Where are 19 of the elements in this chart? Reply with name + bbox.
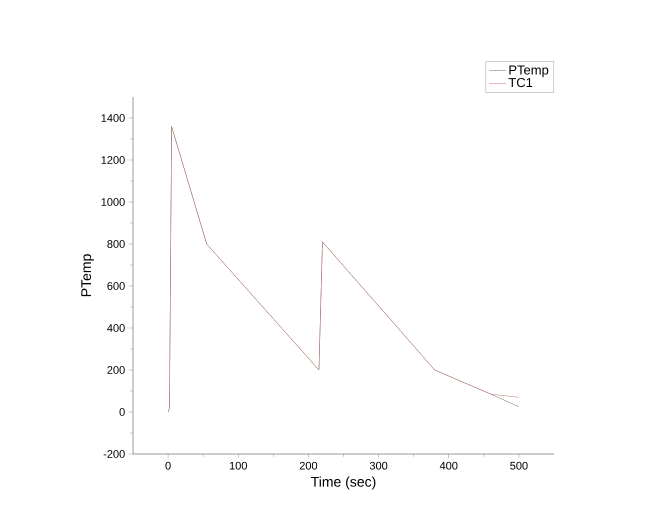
legend-label: TC1 bbox=[508, 78, 532, 88]
y-tick-label: 600 bbox=[107, 282, 125, 290]
x-tick-label: 100 bbox=[230, 462, 247, 470]
legend-label: PTemp bbox=[509, 66, 548, 78]
x-tick-label: 0 bbox=[165, 462, 171, 470]
x-tick-label: 500 bbox=[510, 462, 528, 470]
x-axis-title: Time (sec) bbox=[311, 476, 376, 490]
y-tick-label: 400 bbox=[107, 324, 125, 332]
y-axis-title: PTemp bbox=[81, 254, 94, 296]
y-tick-label: 1200 bbox=[102, 156, 125, 164]
y-tick-label: 800 bbox=[107, 240, 125, 248]
y-tick-label: 0 bbox=[120, 408, 125, 416]
y-tick-label: 1000 bbox=[102, 198, 125, 206]
x-tick-label: 200 bbox=[300, 462, 318, 470]
x-tick-label: 400 bbox=[440, 462, 458, 470]
y-tick-label: 200 bbox=[107, 366, 125, 374]
y-tick-label: -200 bbox=[104, 450, 125, 458]
y-tick-label: 1400 bbox=[102, 114, 125, 122]
x-tick-label: 300 bbox=[370, 462, 388, 470]
